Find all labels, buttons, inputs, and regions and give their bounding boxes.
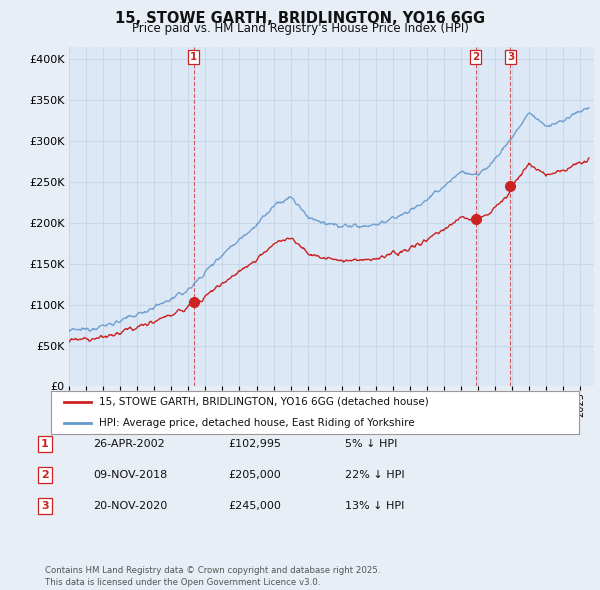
Text: 09-NOV-2018: 09-NOV-2018 (93, 470, 167, 480)
Text: 22% ↓ HPI: 22% ↓ HPI (345, 470, 404, 480)
Text: 1: 1 (41, 440, 49, 449)
Text: 3: 3 (507, 53, 514, 63)
Text: 20-NOV-2020: 20-NOV-2020 (93, 501, 167, 510)
Text: 1: 1 (190, 53, 197, 63)
Text: HPI: Average price, detached house, East Riding of Yorkshire: HPI: Average price, detached house, East… (98, 418, 414, 428)
Text: 13% ↓ HPI: 13% ↓ HPI (345, 501, 404, 510)
Text: £205,000: £205,000 (228, 470, 281, 480)
Text: £245,000: £245,000 (228, 501, 281, 510)
Text: 26-APR-2002: 26-APR-2002 (93, 440, 165, 449)
Text: 2: 2 (472, 53, 479, 63)
Text: 5% ↓ HPI: 5% ↓ HPI (345, 440, 397, 449)
Text: 15, STOWE GARTH, BRIDLINGTON, YO16 6GG (detached house): 15, STOWE GARTH, BRIDLINGTON, YO16 6GG (… (98, 397, 428, 407)
Text: 2: 2 (41, 470, 49, 480)
Text: Price paid vs. HM Land Registry's House Price Index (HPI): Price paid vs. HM Land Registry's House … (131, 22, 469, 35)
Text: Contains HM Land Registry data © Crown copyright and database right 2025.
This d: Contains HM Land Registry data © Crown c… (45, 566, 380, 587)
Text: 3: 3 (41, 501, 49, 510)
Text: £102,995: £102,995 (228, 440, 281, 449)
Text: 15, STOWE GARTH, BRIDLINGTON, YO16 6GG: 15, STOWE GARTH, BRIDLINGTON, YO16 6GG (115, 11, 485, 25)
